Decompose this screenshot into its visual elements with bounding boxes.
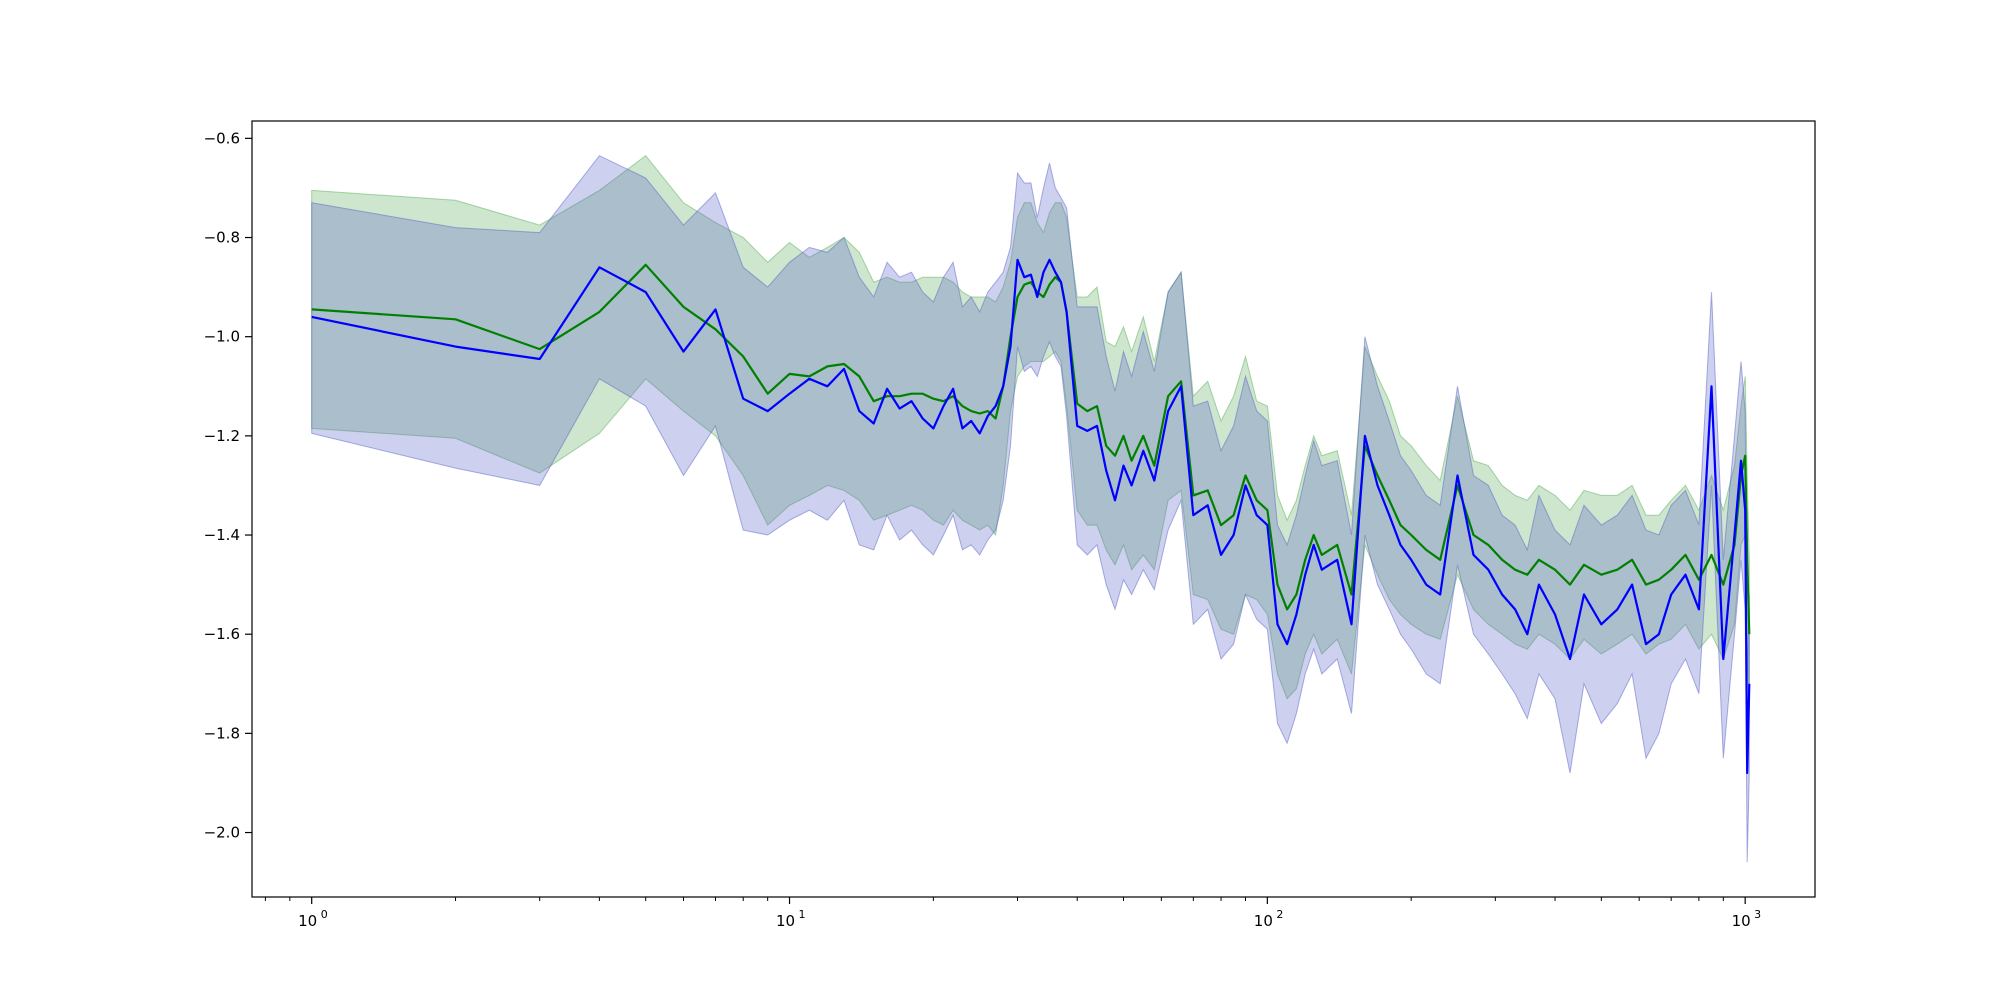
y-axis: −0.6 −0.8 −1.0 −1.2 −1.4 −1.6 −1.8 −2.0 (204, 129, 252, 842)
x-tick-label-3: 10 (1732, 912, 1751, 930)
x-tick-exponent-1: 1 (799, 908, 806, 921)
series-line-2 (311, 258, 1751, 775)
x-tick-label-1: 10 (776, 912, 795, 930)
x-tick-label-2: 10 (1254, 912, 1273, 930)
plot-area-frame (251, 120, 1816, 898)
series-line-1 (311, 263, 1751, 635)
y-tick-label-6: −1.8 (204, 724, 240, 742)
x-axis: 10 0 10 1 10 2 10 3 (264, 897, 1761, 930)
x-tick-exponent-0: 0 (321, 908, 328, 921)
x-tick-label-0: 10 (298, 912, 317, 930)
y-tick-label-2: −1.0 (204, 328, 240, 346)
x-tick-exponent-3: 3 (1754, 908, 1761, 921)
y-tick-label-4: −1.4 (204, 526, 240, 544)
y-tick-label-7: −2.0 (204, 824, 240, 842)
y-tick-label-1: −0.8 (204, 229, 240, 247)
x-tick-exponent-2: 2 (1276, 908, 1283, 921)
y-tick-label-5: −1.6 (204, 625, 240, 643)
y-tick-label-3: −1.2 (204, 427, 240, 445)
y-tick-label-0: −0.6 (204, 129, 240, 147)
series-lines (311, 258, 1751, 775)
